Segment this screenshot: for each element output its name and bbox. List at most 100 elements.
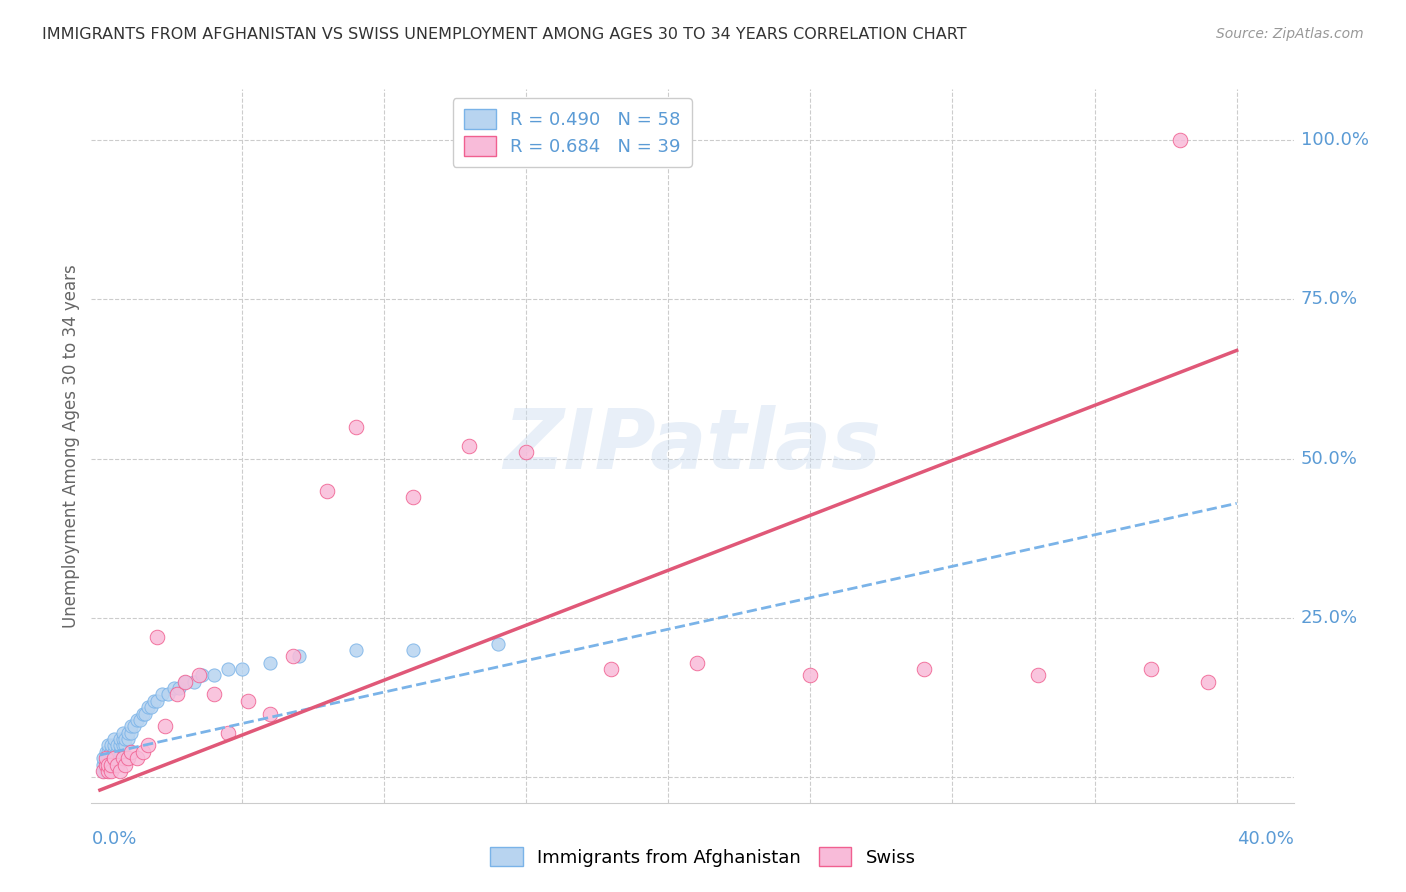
Point: [108, 732, 131, 747]
Point: [799, 668, 821, 682]
Point: [100, 745, 122, 759]
Point: [236, 694, 259, 708]
Point: [316, 483, 339, 498]
Text: 50.0%: 50.0%: [1301, 450, 1357, 467]
Point: [157, 688, 180, 702]
Point: [1026, 668, 1049, 682]
Point: [97, 745, 120, 759]
Point: [188, 668, 211, 682]
Text: 25.0%: 25.0%: [1301, 609, 1358, 627]
Point: [100, 764, 122, 778]
Point: [686, 656, 709, 670]
Y-axis label: Unemployment Among Ages 30 to 34 years: Unemployment Among Ages 30 to 34 years: [62, 264, 80, 628]
Point: [114, 732, 136, 747]
Point: [122, 719, 145, 733]
Point: [120, 725, 142, 739]
Point: [344, 420, 367, 434]
Point: [458, 439, 481, 453]
Point: [1140, 662, 1163, 676]
Point: [142, 694, 165, 708]
Text: 75.0%: 75.0%: [1301, 291, 1358, 309]
Point: [183, 674, 205, 689]
Point: [136, 739, 159, 753]
Point: [100, 739, 122, 753]
Point: [100, 757, 122, 772]
Point: [125, 713, 148, 727]
Point: [174, 674, 197, 689]
Point: [94, 757, 117, 772]
Point: [202, 668, 225, 682]
Point: [108, 739, 131, 753]
Text: ZIPatlas: ZIPatlas: [503, 406, 882, 486]
Point: [94, 745, 117, 759]
Point: [111, 739, 134, 753]
Text: Source: ZipAtlas.com: Source: ZipAtlas.com: [1216, 27, 1364, 41]
Point: [103, 732, 125, 747]
Point: [912, 662, 935, 676]
Point: [100, 757, 122, 772]
Point: [97, 757, 120, 772]
Text: 100.0%: 100.0%: [1301, 131, 1368, 149]
Point: [105, 751, 128, 765]
Point: [100, 751, 122, 765]
Point: [94, 764, 117, 778]
Point: [131, 745, 153, 759]
Point: [125, 751, 148, 765]
Point: [136, 700, 159, 714]
Point: [114, 739, 136, 753]
Point: [103, 739, 125, 753]
Point: [108, 764, 131, 778]
Text: IMMIGRANTS FROM AFGHANISTAN VS SWISS UNEMPLOYMENT AMONG AGES 30 TO 34 YEARS CORR: IMMIGRANTS FROM AFGHANISTAN VS SWISS UNE…: [42, 27, 967, 42]
Point: [231, 662, 253, 676]
Point: [169, 681, 191, 695]
Point: [111, 732, 134, 747]
Point: [344, 643, 367, 657]
Point: [91, 757, 114, 772]
Point: [111, 751, 134, 765]
Point: [97, 764, 120, 778]
Point: [401, 490, 423, 504]
Text: 0.0%: 0.0%: [91, 830, 136, 847]
Point: [191, 668, 214, 682]
Point: [91, 764, 114, 778]
Point: [288, 649, 311, 664]
Point: [1168, 133, 1191, 147]
Point: [103, 751, 125, 765]
Point: [283, 649, 305, 664]
Point: [108, 745, 131, 759]
Point: [117, 751, 139, 765]
Point: [105, 739, 128, 753]
Point: [103, 751, 125, 765]
Point: [174, 674, 197, 689]
Point: [1197, 674, 1219, 689]
Point: [105, 757, 128, 772]
Point: [103, 745, 125, 759]
Point: [152, 688, 174, 702]
Point: [217, 662, 239, 676]
Point: [111, 725, 134, 739]
Point: [114, 757, 136, 772]
Point: [97, 751, 120, 765]
Point: [94, 751, 117, 765]
Point: [117, 732, 139, 747]
Point: [139, 700, 162, 714]
Point: [145, 694, 167, 708]
Point: [117, 725, 139, 739]
Point: [94, 751, 117, 765]
Point: [128, 713, 150, 727]
Point: [163, 681, 186, 695]
Point: [166, 688, 188, 702]
Point: [131, 706, 153, 721]
Legend: R = 0.490   N = 58, R = 0.684   N = 39: R = 0.490 N = 58, R = 0.684 N = 39: [453, 98, 692, 167]
Point: [155, 719, 177, 733]
Point: [600, 662, 623, 676]
Point: [259, 706, 281, 721]
Legend: Immigrants from Afghanistan, Swiss: Immigrants from Afghanistan, Swiss: [482, 840, 924, 874]
Point: [91, 751, 114, 765]
Point: [134, 706, 156, 721]
Text: 40.0%: 40.0%: [1237, 830, 1294, 847]
Point: [97, 757, 120, 772]
Point: [401, 643, 423, 657]
Point: [145, 630, 167, 644]
Point: [515, 445, 537, 459]
